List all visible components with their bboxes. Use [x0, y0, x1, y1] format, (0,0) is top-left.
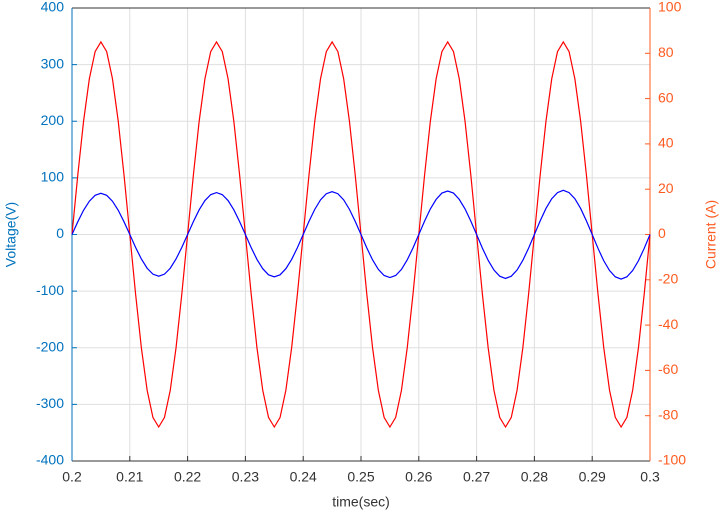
y2-tick-label: 100 [658, 0, 682, 15]
y2-tick-label: 80 [658, 44, 674, 60]
y-tick-label: 400 [41, 0, 65, 15]
y-axis-label: Voltage(V) [3, 202, 19, 267]
y2-tick-label: -60 [658, 361, 678, 377]
y2-tick-label: 20 [658, 180, 674, 196]
x-tick-label: 0.2 [62, 469, 82, 485]
y2-tick-label: -80 [658, 406, 678, 422]
y2-tick-label: 60 [658, 89, 674, 105]
x-tick-label: 0.25 [347, 469, 374, 485]
y2-tick-label: -20 [658, 271, 678, 287]
y-tick-label: -400 [36, 452, 64, 468]
y2-tick-label: 0 [658, 225, 666, 241]
y-tick-label: 200 [41, 112, 65, 128]
y-tick-label: -200 [36, 338, 64, 354]
y-tick-label: 0 [56, 225, 64, 241]
x-tick-label: 0.27 [463, 469, 490, 485]
series-line [71, 189, 651, 280]
x-axis-label: time(sec) [332, 494, 390, 510]
y-tick-label: 100 [41, 169, 65, 185]
x-tick-label: 0.26 [405, 469, 432, 485]
x-tick-label: 0.23 [232, 469, 259, 485]
y2-tick-label: -40 [658, 316, 678, 332]
y-tick-label: -300 [36, 395, 64, 411]
x-tick-label: 0.29 [579, 469, 606, 485]
x-tick-label: 0.28 [521, 469, 548, 485]
y2-tick-label: 40 [658, 135, 674, 151]
x-tick-label: 0.22 [174, 469, 201, 485]
y-tick-label: 300 [41, 55, 65, 71]
y2-axis-label: Current (A) [703, 200, 719, 269]
y2-tick-label: -100 [658, 452, 686, 468]
y-tick-label: -100 [36, 282, 64, 298]
x-tick-label: 0.24 [290, 469, 317, 485]
x-tick-label: 0.21 [116, 469, 143, 485]
x-tick-label: 0.3 [640, 469, 660, 485]
